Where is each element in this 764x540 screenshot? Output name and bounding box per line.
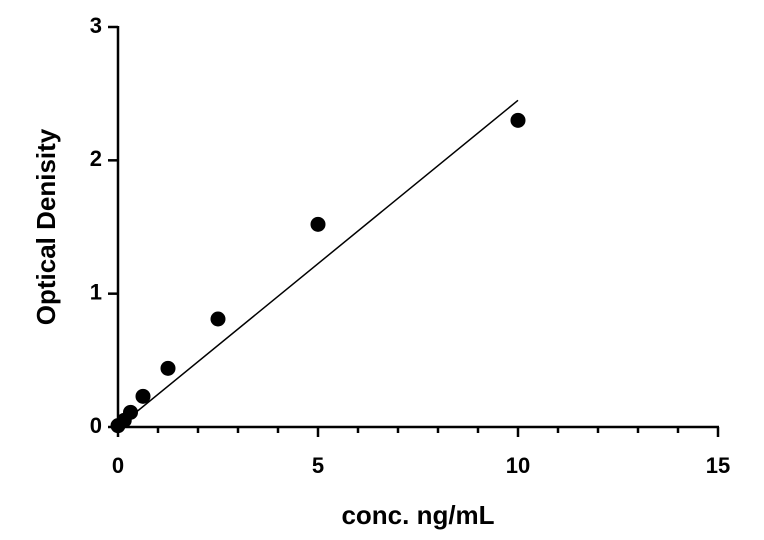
y-tick-label: 0 [90, 413, 102, 438]
x-tick-label: 10 [506, 453, 530, 478]
data-point [123, 404, 138, 420]
y-tick-label: 1 [90, 279, 102, 304]
x-tick-label: 15 [706, 453, 730, 478]
x-axis-label: conc. ng/mL [341, 500, 494, 530]
data-point [210, 311, 226, 327]
x-tick-label: 5 [312, 453, 324, 478]
data-point [135, 388, 151, 404]
data-point [310, 216, 326, 232]
y-axis-label: Optical Denisity [31, 128, 61, 325]
data-point [160, 360, 176, 376]
fit-line [117, 99, 519, 428]
x-tick-label: 0 [112, 453, 124, 478]
y-tick-label: 3 [90, 13, 102, 38]
data-point [510, 112, 526, 128]
y-tick-label: 2 [90, 146, 102, 171]
